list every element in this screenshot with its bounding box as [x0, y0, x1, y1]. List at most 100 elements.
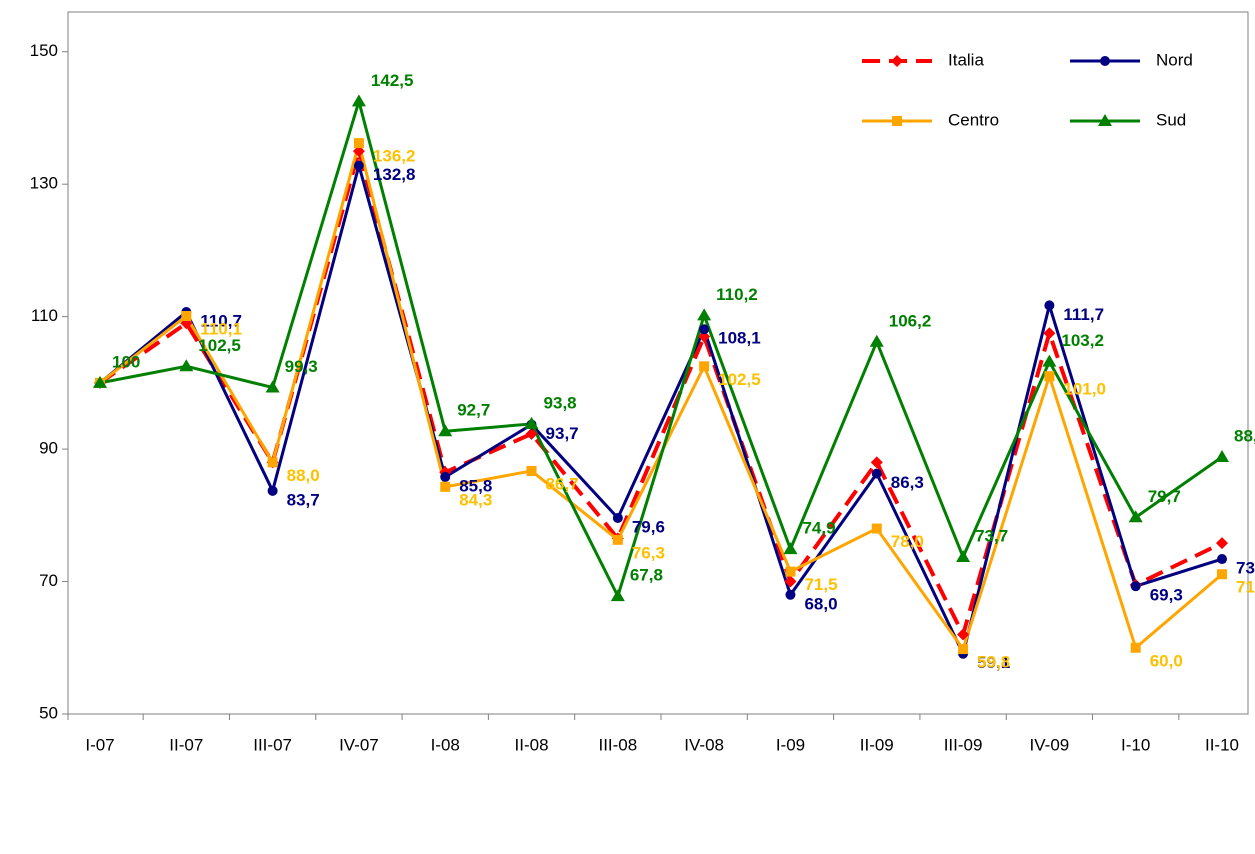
marker — [1128, 510, 1143, 523]
value-label: 69,3 — [1150, 586, 1183, 605]
value-label: 108,1 — [718, 329, 761, 348]
marker — [785, 566, 796, 577]
marker — [181, 310, 192, 321]
value-label: 93,8 — [544, 393, 577, 412]
value-label: 111,7 — [1063, 305, 1104, 324]
value-label: 60,0 — [1150, 651, 1183, 670]
value-label: 100 — [112, 352, 140, 371]
legend-label: Italia — [948, 50, 984, 69]
value-label: 102,5 — [718, 370, 761, 389]
value-label: 73,7 — [975, 527, 1008, 546]
marker — [93, 375, 107, 388]
marker — [957, 628, 970, 641]
x-tick-label: I-09 — [776, 735, 805, 754]
y-tick-label: 70 — [39, 571, 58, 590]
value-label: 68,0 — [804, 594, 837, 613]
marker — [871, 523, 882, 534]
marker — [871, 468, 882, 479]
y-tick-label: 90 — [39, 439, 58, 458]
marker — [1217, 569, 1227, 580]
value-label: 76,3 — [632, 543, 665, 562]
marker — [1130, 642, 1141, 653]
y-tick-label: 130 — [30, 174, 58, 193]
legend-marker — [892, 116, 902, 126]
value-label: 83,7 — [287, 490, 320, 509]
x-tick-label: I-08 — [431, 735, 460, 754]
marker — [783, 542, 798, 555]
y-tick-label: 150 — [30, 41, 58, 60]
x-tick-label: IV-07 — [339, 735, 379, 754]
marker — [699, 361, 710, 372]
marker — [870, 456, 883, 469]
marker — [1216, 537, 1228, 550]
value-label: 106,2 — [889, 311, 932, 330]
marker — [526, 465, 537, 476]
x-tick-label: III-07 — [253, 735, 292, 754]
marker — [524, 416, 539, 429]
marker — [699, 324, 710, 335]
x-tick-label: II-10 — [1205, 735, 1239, 754]
x-tick-label: II-08 — [515, 735, 549, 754]
marker — [958, 644, 969, 655]
marker — [869, 334, 884, 347]
marker — [1044, 371, 1055, 382]
value-label: 84,3 — [459, 490, 492, 509]
value-label: 86,3 — [891, 473, 924, 492]
marker — [1130, 581, 1141, 592]
value-label: 71,5 — [804, 575, 837, 594]
value-label: 73,4 — [1236, 559, 1255, 578]
value-label: 103,2 — [1061, 331, 1104, 350]
y-tick-label: 110 — [31, 306, 58, 325]
marker — [697, 308, 712, 321]
marker — [1043, 327, 1056, 340]
marker — [1217, 554, 1227, 565]
value-label: 142,5 — [371, 71, 414, 90]
value-label: 59,8 — [977, 653, 1010, 672]
x-tick-label: III-09 — [944, 735, 983, 754]
legend-label: Nord — [1156, 50, 1193, 69]
value-label: 78,0 — [891, 532, 924, 551]
marker — [351, 94, 366, 107]
legend-marker — [1100, 56, 1110, 66]
marker — [610, 589, 625, 602]
x-tick-label: I-10 — [1121, 735, 1150, 754]
value-label: 92,7 — [457, 401, 490, 420]
marker — [440, 471, 451, 482]
x-tick-label: III-08 — [598, 735, 637, 754]
x-tick-label: I-07 — [85, 735, 114, 754]
y-tick-label: 50 — [39, 703, 58, 722]
marker — [525, 427, 538, 440]
x-tick-label: IV-08 — [684, 735, 724, 754]
marker — [785, 589, 796, 600]
value-label: 74,9 — [802, 519, 835, 538]
marker — [1042, 354, 1057, 367]
series-line — [99, 95, 1223, 601]
marker — [265, 380, 280, 393]
value-label: 79,6 — [632, 517, 665, 536]
value-label: 79,7 — [1148, 487, 1181, 506]
value-label: 132,8 — [373, 165, 416, 184]
marker — [353, 138, 364, 149]
x-tick-label: II-09 — [860, 735, 894, 754]
marker — [438, 424, 453, 437]
marker — [1044, 300, 1055, 311]
marker — [440, 481, 451, 492]
value-label: 110,2 — [716, 285, 758, 304]
marker — [179, 359, 194, 372]
x-tick-label: II-07 — [169, 735, 203, 754]
marker — [784, 575, 797, 588]
marker — [267, 485, 278, 496]
value-label: 88,8 — [1234, 427, 1255, 446]
legend-marker — [1098, 114, 1112, 126]
marker — [612, 534, 623, 545]
value-label: 101,0 — [1063, 380, 1106, 399]
plot-area — [67, 11, 1249, 715]
marker — [698, 330, 711, 343]
value-label: 85,8 — [459, 476, 492, 495]
value-label: 102,5 — [198, 336, 241, 355]
value-label: 110,1 — [200, 319, 242, 338]
marker — [353, 160, 364, 171]
legend-label: Sud — [1156, 110, 1186, 129]
